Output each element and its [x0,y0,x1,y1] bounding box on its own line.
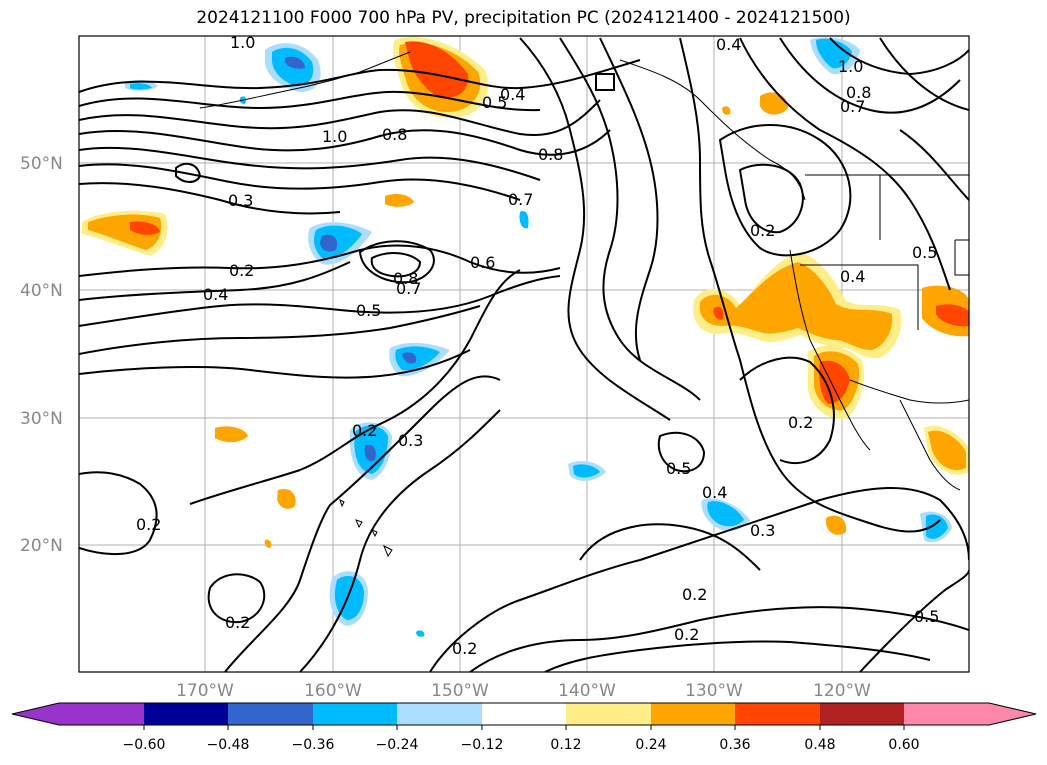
contour-label: 0.3 [750,521,775,540]
contour-label: 0.3 [228,191,253,210]
contour-label-group: 1.0 1.0 0.8 0.5 0.4 0.8 0.7 0.6 0.5 0.4 … [136,33,939,658]
map-frame [78,35,970,673]
lat-label-30n: 30°N [20,409,63,429]
colorbar-segment [651,703,735,725]
colorbar-segment [313,703,397,725]
contour-label: 0.8 [382,125,407,144]
contour-label: 1.0 [230,33,255,52]
contour-label: 0.2 [750,221,775,240]
lon-label-170w: 170°W [176,681,234,701]
colorbar-segment [820,703,904,725]
plot-title: 2024121100 F000 700 hPa PV, precipitatio… [196,8,851,28]
contour-label: 0.8 [846,83,871,102]
contour-label: 0.3 [398,431,423,450]
colorbar-segment [397,703,482,725]
contour-label: 0.7 [396,279,421,298]
colorbar: −0.60 −0.48 −0.36 −0.24 −0.12 0.12 0.24 … [11,702,1037,753]
colorbar-outline [11,702,1037,726]
contour-label: 0.5 [912,243,937,262]
colorbar-tick-label: −0.60 [123,737,166,753]
colorbar-tick-label: −0.36 [292,737,335,753]
contour-label: 0.2 [452,639,477,658]
precip-negative-anomalies [125,37,952,637]
contour-label: 0.5 [356,301,381,320]
contour-label: 0.2 [225,613,250,632]
contour-label: 1.0 [322,127,347,146]
colorbar-segment [482,703,566,725]
contour-label: 0.5 [482,93,507,112]
contour-label: 0.5 [666,459,691,478]
contour-label: 0.2 [674,625,699,644]
colorbar-segment [228,703,313,725]
lon-label-120w: 120°W [813,681,871,701]
contour-label: 0.8 [538,145,563,164]
contour-label: 0.2 [682,585,707,604]
pv-contours [79,37,969,672]
precip-positive-anomalies [82,36,969,548]
contour-label: 0.2 [136,515,161,534]
lon-label-160w: 160°W [304,681,362,701]
colorbar-tick-label: 0.12 [550,737,581,753]
hawaiian-islands [339,499,393,558]
lon-label-130w: 130°W [685,681,743,701]
contour-label: 0.4 [500,85,525,104]
colorbar-segment [566,703,651,725]
colorbar-segment [904,703,989,725]
colorbar-extend-high [989,703,1036,725]
colorbar-tick-label: −0.12 [461,737,504,753]
coastlines [199,51,969,491]
contour-label: 1.0 [838,57,863,76]
colorbar-segment [735,703,820,725]
contour-label: 0.5 [914,607,939,626]
lon-label-140w: 140°W [558,681,616,701]
contour-label: 0.6 [470,253,495,272]
colorbar-tick-label: 0.48 [804,737,835,753]
contour-label: 0.4 [702,483,727,502]
lon-label-150w: 150°W [431,681,489,701]
contour-label: 0.7 [840,97,865,116]
contour-label: 0.2 [352,421,377,440]
colorbar-tick-label: 0.24 [635,737,666,753]
map-content: 1.0 1.0 0.8 0.5 0.4 0.8 0.7 0.6 0.5 0.4 … [79,33,969,672]
lat-label-50n: 50°N [20,154,63,174]
contour-label: 0.4 [716,35,741,54]
colorbar-tick-label: −0.24 [376,737,419,753]
colorbar-extend-low [12,703,59,725]
contour-label: 0.8 [393,269,418,288]
colorbar-segment [144,703,228,725]
contour-label: 0.2 [788,413,813,432]
contour-label: 0.4 [840,267,865,286]
colorbar-tick-label: 0.36 [719,737,750,753]
colorbar-segment [59,703,144,725]
contour-label: 0.2 [229,261,254,280]
contour-label: 0.4 [203,285,228,304]
lat-label-20n: 20°N [20,536,63,556]
colorbar-tick-label: −0.48 [207,737,250,753]
lat-label-40n: 40°N [20,281,63,301]
contour-label: 0.7 [508,190,533,209]
colorbar-tick-label: 0.60 [888,737,919,753]
